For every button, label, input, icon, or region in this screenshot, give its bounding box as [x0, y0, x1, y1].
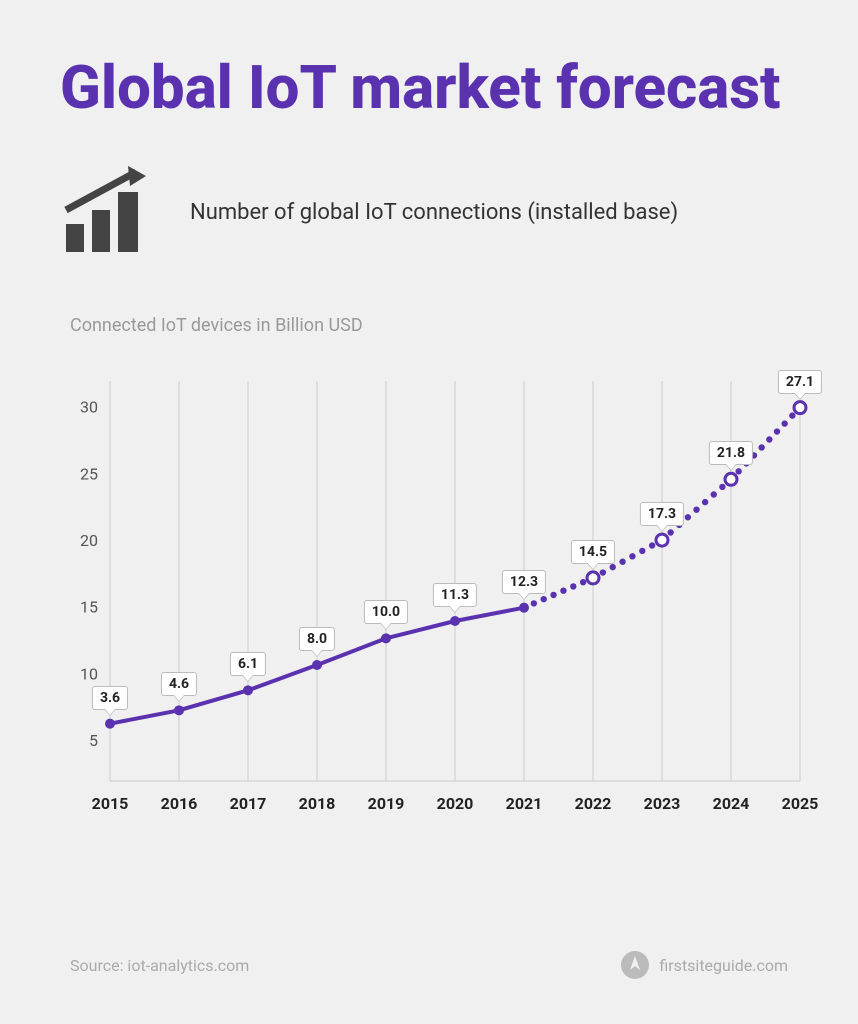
- data-point-label: 12.3: [502, 570, 546, 594]
- data-point-label: 6.1: [230, 652, 266, 676]
- svg-text:2016: 2016: [161, 794, 198, 813]
- data-point-label: 17.3: [640, 502, 684, 526]
- data-point-label: 27.1: [778, 370, 822, 394]
- svg-text:30: 30: [80, 398, 98, 417]
- data-point-label: 4.6: [161, 672, 197, 696]
- data-point-label: 14.5: [571, 540, 615, 564]
- chart-subtitle: Number of global IoT connections (instal…: [190, 198, 678, 229]
- data-point-label: 11.3: [433, 583, 477, 607]
- subtitle-row: Number of global IoT connections (instal…: [60, 166, 798, 260]
- svg-text:2024: 2024: [713, 794, 750, 813]
- data-point-label: 3.6: [92, 686, 128, 710]
- svg-text:2025: 2025: [782, 794, 819, 813]
- svg-text:10: 10: [80, 664, 98, 683]
- site-credit: firstsiteguide.com: [621, 951, 788, 979]
- y-axis-label: Connected IoT devices in Billion USD: [70, 315, 798, 336]
- svg-text:15: 15: [80, 598, 98, 617]
- svg-text:20: 20: [80, 531, 98, 550]
- chart-title: Global IoT market forecast: [60, 55, 798, 121]
- data-point-label: 8.0: [299, 627, 335, 651]
- svg-text:2018: 2018: [299, 794, 336, 813]
- svg-text:5: 5: [89, 731, 98, 750]
- footer: Source: iot-analytics.com firstsiteguide…: [70, 951, 788, 979]
- svg-text:2017: 2017: [230, 794, 267, 813]
- data-point-label: 10.0: [364, 600, 408, 624]
- svg-text:2015: 2015: [92, 794, 129, 813]
- svg-text:2022: 2022: [575, 794, 612, 813]
- svg-text:25: 25: [80, 464, 98, 483]
- svg-text:2019: 2019: [368, 794, 405, 813]
- svg-text:2021: 2021: [506, 794, 543, 813]
- svg-text:2020: 2020: [437, 794, 474, 813]
- source-text: Source: iot-analytics.com: [70, 956, 249, 975]
- line-chart: 5101520253020152016201720182019202020212…: [60, 351, 820, 831]
- svg-text:2023: 2023: [644, 794, 681, 813]
- data-point-label: 21.8: [709, 441, 753, 465]
- growth-bar-icon: [60, 166, 160, 260]
- compass-icon: [621, 951, 649, 979]
